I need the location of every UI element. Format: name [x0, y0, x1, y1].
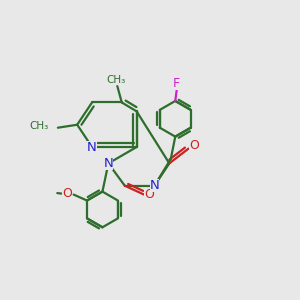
Text: CH₃: CH₃ — [106, 75, 125, 85]
Text: F: F — [173, 77, 180, 90]
Text: N: N — [150, 179, 159, 192]
Text: O: O — [189, 139, 199, 152]
Text: N: N — [87, 140, 97, 154]
Text: N: N — [103, 157, 113, 170]
Text: O: O — [145, 188, 154, 201]
Text: CH₃: CH₃ — [30, 121, 49, 131]
Text: O: O — [62, 187, 72, 200]
